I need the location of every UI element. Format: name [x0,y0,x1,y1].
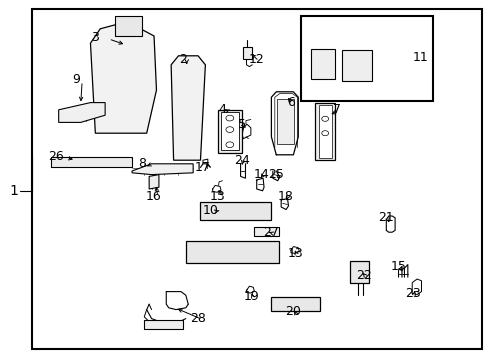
Polygon shape [185,241,278,263]
Polygon shape [318,105,331,158]
Polygon shape [221,112,238,150]
Text: 23: 23 [405,287,420,300]
Polygon shape [90,22,156,133]
Text: 21: 21 [378,211,393,224]
Text: 20: 20 [285,305,301,318]
Text: 24: 24 [234,154,249,167]
Text: 26: 26 [48,150,64,163]
Polygon shape [315,103,334,160]
Text: 14: 14 [253,168,269,181]
Polygon shape [310,49,334,79]
Polygon shape [200,202,271,220]
Text: 16: 16 [146,190,162,203]
Text: 10: 10 [202,204,218,217]
Text: 5: 5 [238,118,245,131]
Text: 3: 3 [91,31,99,44]
Bar [300,16,432,101]
Polygon shape [59,103,105,122]
Text: 13: 13 [287,247,303,260]
Polygon shape [277,99,294,144]
Polygon shape [271,297,320,311]
Polygon shape [144,320,183,329]
Polygon shape [217,110,242,153]
Text: 13: 13 [209,190,225,203]
Text: 19: 19 [244,291,259,303]
Polygon shape [115,16,142,36]
Polygon shape [349,261,368,283]
Text: 4: 4 [218,103,226,116]
Polygon shape [342,50,371,81]
Text: 12: 12 [248,53,264,66]
Text: 22: 22 [356,269,371,282]
Text: 25: 25 [268,168,284,181]
Text: 1: 1 [9,184,18,198]
Polygon shape [243,47,251,59]
Polygon shape [254,227,278,236]
Text: 8: 8 [138,157,145,170]
Text: 7: 7 [333,103,341,116]
Text: 28: 28 [190,312,205,325]
Text: 2: 2 [179,53,187,66]
Text: 15: 15 [390,260,406,273]
Text: 6: 6 [286,96,294,109]
Text: 18: 18 [278,190,293,203]
Text: 11: 11 [412,51,427,64]
Text: 17: 17 [195,161,210,174]
Polygon shape [51,157,132,167]
Polygon shape [149,175,159,189]
Polygon shape [132,164,193,175]
Text: 9: 9 [72,73,80,86]
Polygon shape [171,56,205,160]
Text: 27: 27 [263,226,279,239]
